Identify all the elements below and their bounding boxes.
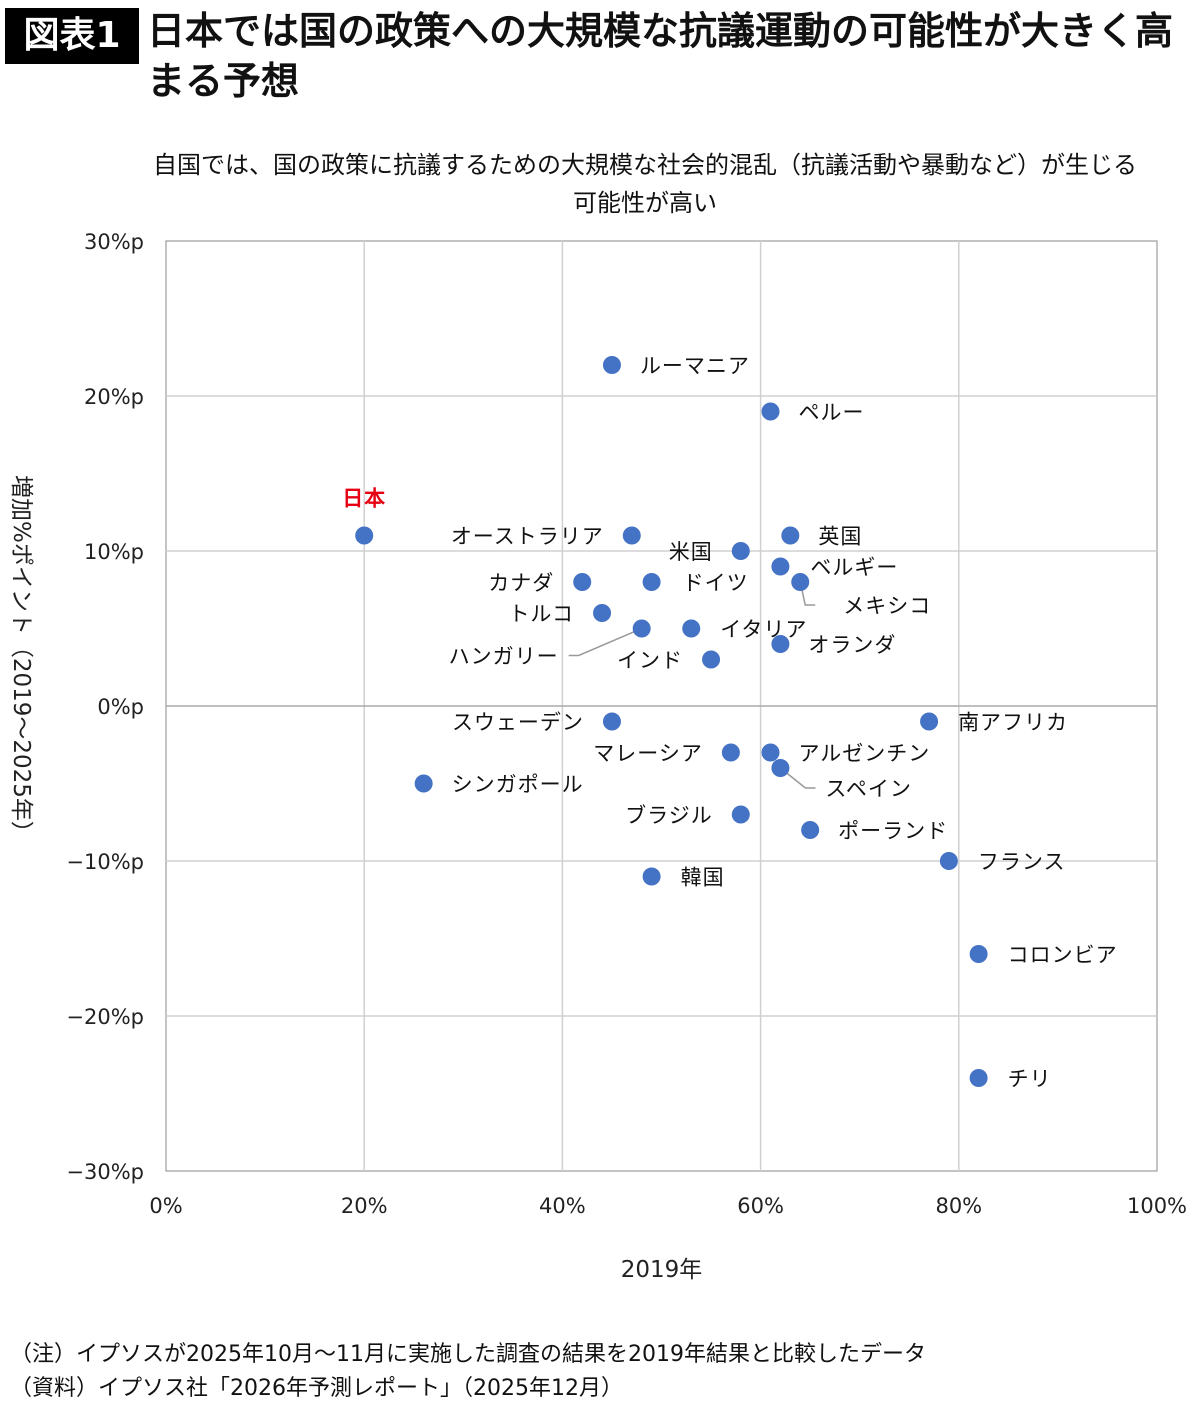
data-point <box>682 619 701 638</box>
y-tick-label: 30%p <box>84 230 144 254</box>
y-tick-label: −20%p <box>66 1005 144 1029</box>
data-label: スペイン <box>825 777 912 801</box>
data-label: アルゼンチン <box>799 742 931 766</box>
data-label: オーストラリア <box>451 525 604 549</box>
data-point <box>593 604 612 622</box>
data-label: イタリア <box>720 618 807 642</box>
y-tick-label: 0%p <box>97 695 144 719</box>
data-label: カナダ <box>488 571 554 595</box>
data-point <box>602 712 621 731</box>
y-axis-label: 増加%ポイント（2019～2025年） <box>8 475 34 844</box>
data-label: インド <box>617 649 683 673</box>
data-label: ペルー <box>799 401 865 425</box>
data-point <box>791 573 810 591</box>
x-tick-label: 0% <box>149 1194 182 1218</box>
x-tick-label: 80% <box>935 1194 982 1218</box>
x-axis-label: 2019年 <box>621 1257 703 1283</box>
footnote: （注）イプソスが2025年10月～11月に実施した調査の結果を2019年結果と比… <box>10 1342 926 1367</box>
data-point <box>771 635 790 653</box>
data-point <box>731 542 750 560</box>
x-tick-label: 20% <box>341 1194 388 1218</box>
page-title: 日本では国の政策への大規模な抗議運動の可能性が大きく高まる予想 <box>147 9 1174 103</box>
y-tick-label: 10%p <box>84 540 144 564</box>
data-point <box>969 945 988 963</box>
data-point <box>702 650 721 669</box>
data-label: マレーシア <box>593 742 703 766</box>
x-tick-label: 100% <box>1127 1194 1187 1218</box>
data-label: 韓国 <box>681 866 725 890</box>
data-label: チリ <box>1008 1067 1052 1091</box>
data-label: メキシコ <box>843 594 931 618</box>
source-note: （資料）イプソス社「2026年予測レポート」（2025年12月） <box>10 1376 623 1401</box>
data-label: ベルギー <box>810 556 898 580</box>
data-point <box>771 557 790 576</box>
x-tick-label: 60% <box>737 1194 784 1218</box>
data-label: ハンガリー <box>449 645 559 669</box>
data-point <box>761 743 780 762</box>
data-point <box>642 867 661 886</box>
data-point <box>414 774 433 793</box>
data-point <box>801 821 820 839</box>
data-point <box>355 526 374 545</box>
data-label: ポーランド <box>838 819 948 843</box>
data-point <box>642 573 661 591</box>
data-point <box>721 743 740 762</box>
data-label: オランダ <box>808 633 896 657</box>
y-tick-label: 20%p <box>84 385 144 409</box>
x-tick-label: 40% <box>539 1194 586 1218</box>
y-tick-label: −10%p <box>66 850 144 874</box>
data-label: トルコ <box>508 602 574 626</box>
data-label: 米国 <box>669 540 713 564</box>
y-tick-label: −30%p <box>66 1160 144 1184</box>
data-point <box>761 402 780 421</box>
data-label: スウェーデン <box>452 711 584 735</box>
data-point <box>969 1069 988 1087</box>
data-label: シンガポール <box>452 773 584 797</box>
data-point <box>622 526 641 545</box>
data-point <box>781 526 800 545</box>
data-label: ルーマニア <box>640 354 750 378</box>
data-point <box>939 852 958 870</box>
data-label: ブラジル <box>625 804 713 828</box>
data-point <box>573 573 592 591</box>
data-point <box>602 356 621 374</box>
data-point <box>632 619 651 638</box>
data-label: 英国 <box>818 525 862 549</box>
chart-title: 自国では、国の政策に抗議するための大規模な社会的混乱（抗議活動や暴動など）が生じ… <box>153 151 1137 217</box>
data-label: 日本 <box>342 487 386 511</box>
data-label: ドイツ <box>683 571 749 595</box>
data-point <box>731 805 750 824</box>
figure-badge: 図表1 <box>5 8 139 64</box>
data-label: フランス <box>978 850 1066 874</box>
data-point <box>920 712 939 731</box>
leader-line <box>779 767 816 789</box>
data-point <box>771 759 790 777</box>
data-label: コロンビア <box>1008 943 1118 967</box>
leader-line <box>568 627 642 657</box>
data-label: 南アフリカ <box>958 711 1068 735</box>
